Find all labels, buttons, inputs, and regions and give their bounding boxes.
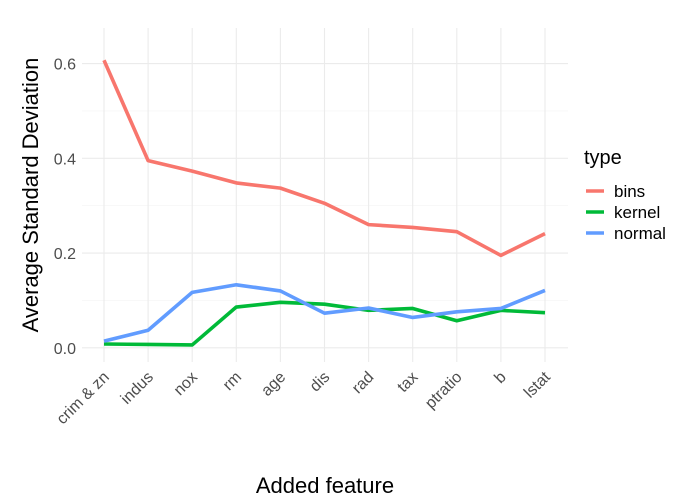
x-tick-label: indus [118,369,157,408]
y-tick-label: 0.6 [54,57,76,74]
x-tick-label: rad [349,369,377,397]
x-tick-label: tax [394,369,421,396]
x-tick-label: rm [220,369,245,394]
x-tick-label: age [258,369,289,400]
x-tick-label: lstat [521,368,554,401]
x-tick-label: dis [307,369,333,395]
series-line-normal [103,282,546,343]
series-line-kernel [103,300,546,347]
x-tick-label: crim & zn [54,369,113,428]
x-tick-label: ptratio [422,369,466,413]
y-tick-label: 0.4 [54,151,76,168]
series-line-bins [102,59,546,258]
series-lines [102,59,546,347]
x-axis-ticks: crim & zn indus nox rm age dis rad tax ptratio b l… [54,368,555,428]
legend: type bins kernel normal [584,147,666,243]
legend-label-kernel: kernel [614,203,660,222]
x-tick-label: b [491,369,509,387]
x-axis-title: Added feature [256,473,394,498]
legend-items: bins kernel normal [586,182,666,243]
y-axis-ticks: 0.0 0.2 0.4 0.6 [54,57,76,358]
y-tick-label: 0.0 [54,341,76,358]
x-tick-label: nox [171,369,201,399]
legend-label-normal: normal [614,224,666,243]
legend-label-bins: bins [614,182,645,201]
y-axis-title: Average Standard Deviation [18,58,43,333]
y-tick-label: 0.2 [54,246,76,263]
legend-title: type [584,147,622,169]
